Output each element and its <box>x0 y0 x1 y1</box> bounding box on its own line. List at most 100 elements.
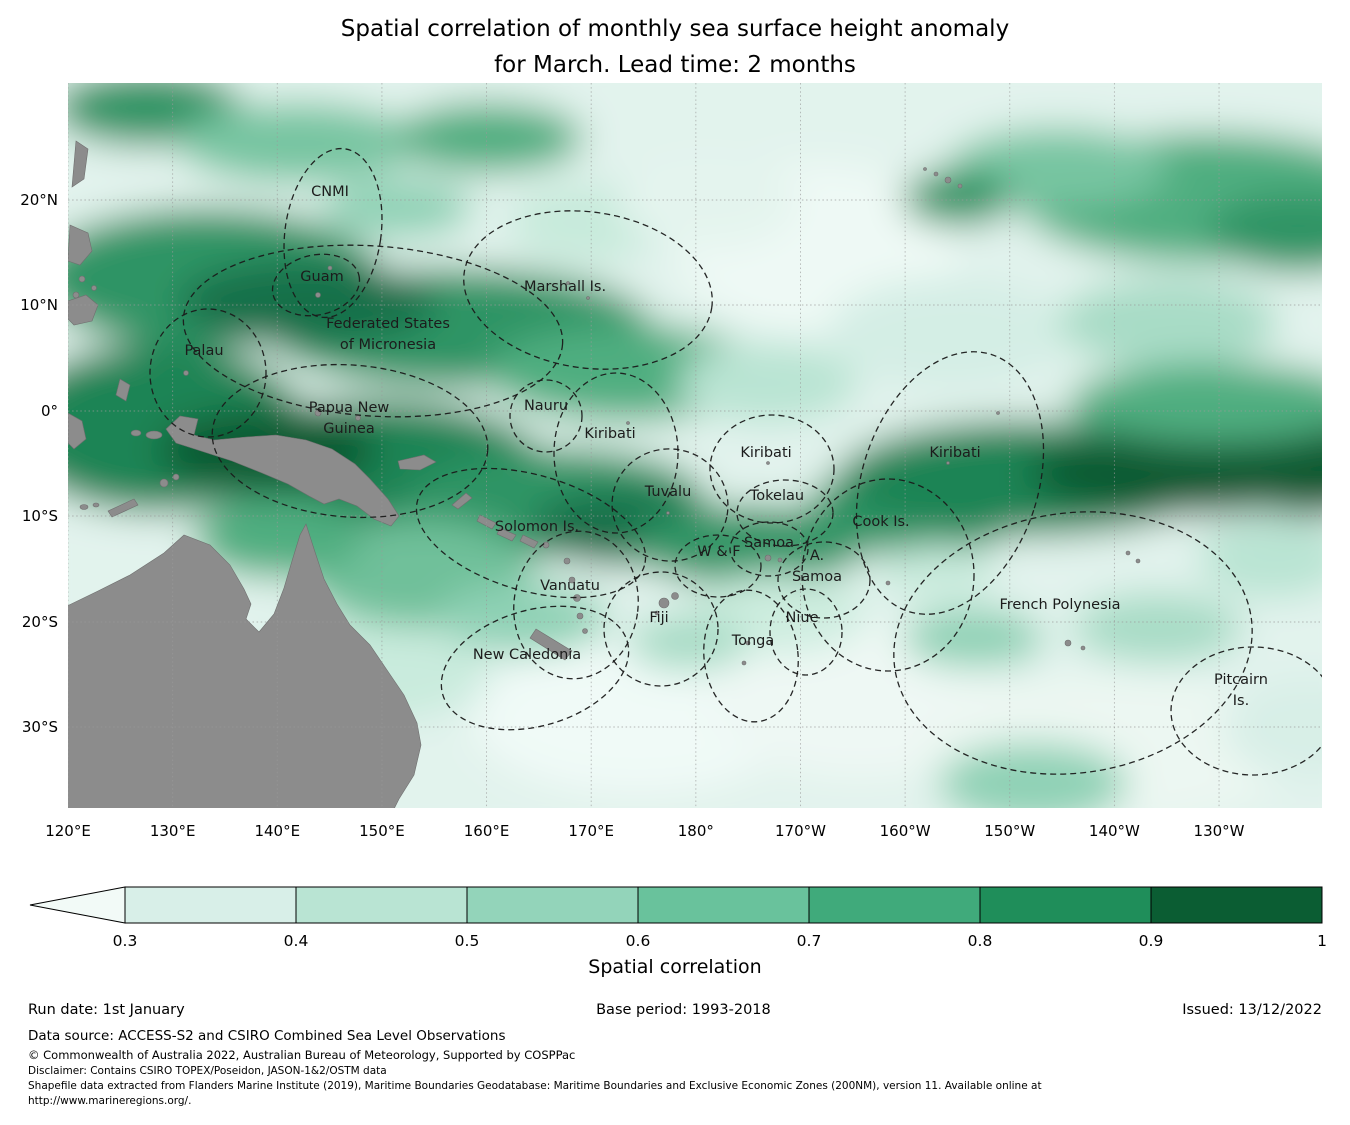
land-hawaii <box>923 167 963 189</box>
eez-palau <box>149 308 267 438</box>
x-tick-label: 130°W <box>1194 822 1245 840</box>
colorbar-tick-label: 1 <box>1317 932 1327 950</box>
x-tick-label: 130°E <box>150 822 196 840</box>
x-tick-label: 160°W <box>880 822 931 840</box>
eez-fiji <box>603 571 719 687</box>
y-tick-label: 20°S <box>22 613 58 631</box>
x-tick-label: 180° <box>678 822 714 840</box>
url-line: http://www.marineregions.org/. <box>28 1094 192 1107</box>
land-buru <box>130 429 142 437</box>
x-tick-label: 160°E <box>464 822 510 840</box>
x-tick-label: 170°W <box>775 822 826 840</box>
region-label: Palau <box>184 343 223 359</box>
x-tick-label: 150°W <box>984 822 1035 840</box>
eez-marshall <box>463 210 713 371</box>
land-mindanao <box>68 294 99 326</box>
y-tick-label: 0° <box>41 402 58 420</box>
eez-tuvalu <box>611 448 729 563</box>
eez-cnmi <box>283 148 383 319</box>
land-visayas <box>72 275 97 299</box>
region-label: Guam <box>300 269 343 285</box>
region-label: Kiribati <box>584 426 635 442</box>
land-taiwan <box>71 140 89 188</box>
land-solomon-islands <box>476 514 539 549</box>
eez-tokelau <box>736 479 834 547</box>
correlation-map: CNMI Guam Marshall Is. Federated States of M… <box>20 83 1322 840</box>
copyright-line: © Commonwealth of Australia 2022, Austra… <box>28 1048 576 1063</box>
eez-wallis-futuna <box>674 534 762 598</box>
land-small-islands <box>159 265 1141 666</box>
run-date: Run date: 1st January <box>28 1002 185 1019</box>
eez-kiribati-phoenix <box>709 414 835 524</box>
eez-nauru <box>509 379 583 453</box>
y-tick-label: 10°S <box>22 507 58 525</box>
base-period: Base period: 1993-2018 <box>596 1002 771 1019</box>
colorbar-label: Spatial correlation <box>588 956 762 979</box>
eez-kiribati-gilbert <box>553 372 679 534</box>
region-label: Solomon Is. <box>495 519 579 535</box>
eez-fsm <box>182 244 564 418</box>
eez-niue <box>769 588 843 676</box>
x-tick-label: 170°E <box>568 822 614 840</box>
colorbar-under-arrow <box>29 886 126 924</box>
colorbar-segment <box>295 886 468 924</box>
region-label: Tonga <box>731 633 775 649</box>
region-label: Niue <box>786 610 819 626</box>
issued-date: Issued: 13/12/2022 <box>1182 1002 1322 1019</box>
region-label: Papua New Guinea <box>309 400 390 437</box>
region-label: Kiribati <box>929 445 980 461</box>
colorbar-segment <box>466 886 639 924</box>
eez-vanuatu <box>513 530 639 680</box>
x-axis-ticks: 120°E 130°E 140°E 150°E 160°E 170°E 180° 170°W 1… <box>45 822 1244 840</box>
region-label: W & F <box>697 544 740 560</box>
colorbar-tick-label: 0.5 <box>455 932 480 950</box>
y-tick-label: 30°S <box>22 718 58 736</box>
region-label: Tokelau <box>749 488 804 504</box>
land-fiji <box>654 592 679 616</box>
region-label: Samoa <box>744 535 794 551</box>
eez-png <box>211 364 489 519</box>
eez-pitcairn <box>1170 646 1322 776</box>
colorbar-segment <box>808 886 981 924</box>
smallprint: Data source: ACCESS-S2 and CSIRO Combine… <box>0 1028 1350 1108</box>
figure-title-line2: for March. Lead time: 2 months <box>494 51 856 78</box>
eez-french-polynesia <box>893 511 1253 776</box>
shapefile-line: Shapefile data extracted from Flanders M… <box>28 1079 1042 1092</box>
land-sulawesi <box>68 412 87 450</box>
region-label: Fiji <box>649 610 668 626</box>
eez-samoa <box>729 521 809 577</box>
x-tick-label: 140°W <box>1089 822 1140 840</box>
land-masses <box>68 140 1141 809</box>
y-tick-label: 10°N <box>20 296 58 314</box>
region-label: Kiribati <box>740 445 791 461</box>
eez-guam <box>271 253 361 317</box>
land-lesser-sunda <box>79 502 100 511</box>
colorbar-tick-label: 0.6 <box>626 932 651 950</box>
region-label: Pitcairn Is. <box>1214 672 1268 709</box>
colorbar-segment <box>637 886 810 924</box>
eez-new-caledonia <box>440 605 630 731</box>
land-new-britain <box>397 454 437 471</box>
colorbar-tick-label: 0.3 <box>113 932 138 950</box>
eez-cook-islands <box>801 478 975 672</box>
land-new-guinea <box>165 415 400 527</box>
region-label: Nauru <box>524 398 568 414</box>
x-tick-label: 140°E <box>254 822 300 840</box>
region-label: New Caledonia <box>473 647 581 663</box>
land-timor <box>107 498 139 518</box>
y-tick-label: 20°N <box>20 191 58 209</box>
land-bougainville <box>451 492 473 510</box>
colorbar-scale: 0.3 0.4 0.5 0.6 0.7 0.8 0.9 1 <box>29 886 1327 950</box>
colorbar-tick-label: 0.9 <box>1139 932 1164 950</box>
colorbar-tick-label: 0.4 <box>284 932 309 950</box>
land-halmahera <box>115 378 131 402</box>
y-axis-ticks: 20°N 10°N 0° 10°S 20°S 30°S <box>20 191 58 736</box>
eez-solomon <box>415 468 647 599</box>
eez-boundaries <box>149 148 1322 776</box>
colorbar-tick-label: 0.8 <box>968 932 993 950</box>
x-tick-label: 150°E <box>359 822 405 840</box>
colorbar: 0.3 0.4 0.5 0.6 0.7 0.8 0.9 1 <box>29 886 1327 950</box>
figure-title: Spatial correlation of monthly sea surfa… <box>0 0 1350 83</box>
region-label: Marshall Is. <box>524 279 606 295</box>
